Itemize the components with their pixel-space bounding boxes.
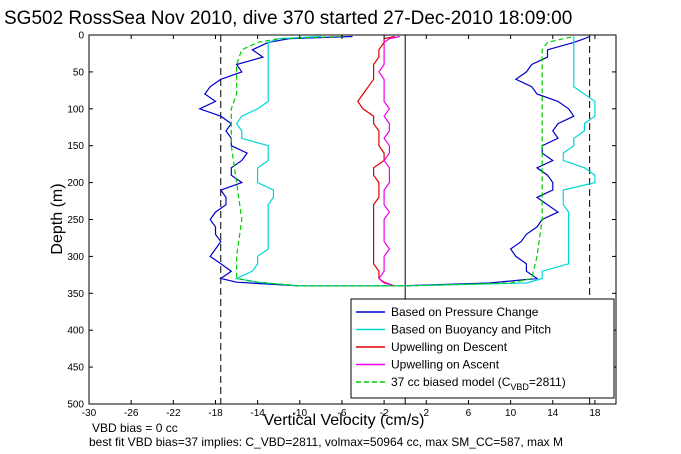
legend-label: Upwelling on Ascent [391,358,500,372]
series-line-4 [230,35,574,287]
y-tick-label: 150 [67,141,84,152]
y-axis-label: Depth (m) [49,183,66,254]
series-line-3 [378,35,401,287]
y-tick-label: 200 [67,178,84,189]
x-tick-label: -30 [82,408,97,419]
y-tick-label: 500 [67,400,84,411]
x-tick-label: -26 [124,408,139,419]
x-tick-label: -10 [293,408,308,419]
y-tick-label: 100 [67,104,84,115]
y-tick-label: 250 [67,215,84,226]
legend-label: 37 cc biased model (CVBD=2811) [391,375,566,392]
x-tick-label: 14 [547,408,559,419]
x-tick-label: -22 [166,408,181,419]
x-tick-label: 6 [466,408,472,419]
legend-box [350,298,615,399]
y-tick-label: 400 [67,326,84,337]
x-axis-label: Vertical Velocity (cm/s) [264,412,425,429]
best-fit-note: best fit VBD bias=37 implies: C_VBD=2811… [89,435,563,449]
y-tick-label: 300 [67,252,84,263]
series-line-0 [198,35,590,287]
y-tick-label: 50 [73,67,85,78]
x-tick-label: -18 [208,408,223,419]
x-tick-label: -6 [338,408,347,419]
x-tick-label: 18 [589,408,601,419]
legend-label: Upwelling on Descent [391,340,508,354]
x-tick-label: -2 [380,408,389,419]
vbd-bias-note: VBD bias = 0 cc [92,421,178,435]
chart-title: SG502 RossSea Nov 2010, dive 370 started… [4,8,572,29]
y-tick-label: 0 [78,31,84,42]
series-line-1 [234,35,596,287]
y-tick-label: 350 [67,289,84,300]
legend-label: Based on Pressure Change [391,305,539,319]
legend-label: Based on Buoyancy and Pitch [391,323,551,337]
y-tick-label: 450 [67,363,84,374]
x-tick-label: 2 [423,408,429,419]
x-tick-label: -14 [250,408,265,419]
x-tick-label: 10 [505,408,517,419]
legend: Based on Pressure Change Based on Buoyanc… [350,298,615,399]
